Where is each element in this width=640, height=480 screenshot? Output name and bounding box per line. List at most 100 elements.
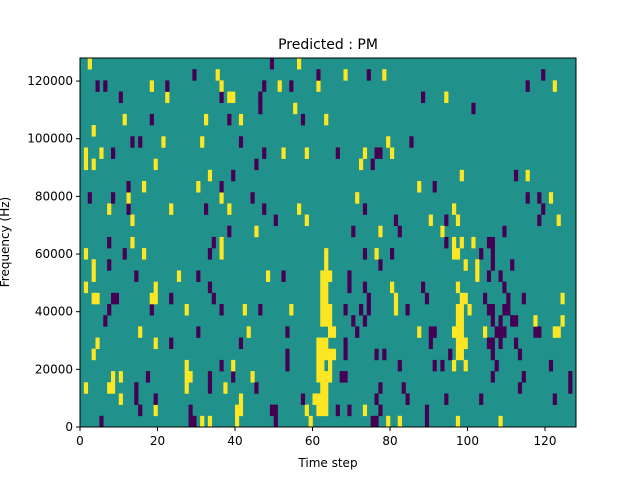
heatmap-cell-low: [111, 147, 116, 159]
x-axis-label: Time step: [297, 456, 357, 470]
heatmap-cell-low: [362, 203, 368, 215]
heatmap-cell-low: [444, 393, 449, 405]
heatmap-cell-low: [432, 359, 437, 372]
heatmap-cell-high: [184, 359, 189, 372]
heatmap-cell-high: [91, 270, 96, 282]
heatmap-cell-high: [452, 359, 457, 372]
heatmap-cell-high: [196, 181, 201, 193]
heatmap-cell-high: [463, 292, 468, 305]
heatmap-cell-low: [490, 236, 495, 249]
heatmap-cell-high: [219, 236, 224, 249]
heatmap-cell-low: [118, 91, 123, 104]
heatmap-cell-low: [370, 415, 375, 428]
heatmap-cell-high: [95, 337, 100, 350]
heatmap-cell-high: [316, 348, 321, 361]
heatmap-cell-low: [525, 192, 530, 204]
heatmap-cell-high: [293, 102, 298, 115]
heatmap-cell-high: [219, 80, 224, 92]
heatmap-cell-high: [130, 214, 135, 227]
heatmap-cell-high: [455, 348, 461, 361]
heatmap-cell-low: [262, 80, 267, 92]
heatmap-cell-low: [366, 69, 371, 81]
heatmap-cell-low: [393, 214, 399, 227]
heatmap-cell-low: [111, 292, 116, 305]
heatmap-cell-low: [273, 214, 278, 227]
heatmap-cell-high: [130, 236, 135, 249]
heatmap-cell-low: [498, 326, 503, 338]
heatmap-cell-high: [459, 315, 464, 327]
heatmap-cell-low: [103, 315, 108, 327]
heatmap-cell-high: [382, 69, 387, 81]
heatmap-cell-high: [444, 91, 449, 104]
heatmap-cell-low: [316, 69, 321, 81]
plot-frame: [79, 57, 577, 428]
heatmap-cell-high: [184, 371, 189, 383]
heatmap-cell-low: [378, 404, 383, 417]
heatmap-cell-low: [238, 337, 244, 350]
heatmap-cell-high: [281, 147, 286, 159]
heatmap-cell-high: [161, 136, 166, 148]
heatmap-cell-high: [184, 304, 189, 316]
heatmap-cell-high: [204, 113, 209, 126]
heatmap-cell-low: [498, 270, 503, 282]
heatmap-cell-low: [339, 371, 344, 383]
x-tick-label: 60: [305, 434, 320, 448]
heatmap-cell-high: [328, 348, 333, 361]
heatmap-cell-low: [483, 292, 488, 305]
heatmap-cell-high: [219, 248, 224, 260]
heatmap-cell-low: [432, 181, 437, 193]
heatmap-cell-high: [362, 404, 368, 417]
heatmap-cell-low: [521, 371, 526, 383]
heatmap-cell-high: [142, 181, 147, 193]
heatmap-cell-low: [494, 326, 499, 338]
heatmap-cell-low: [397, 359, 402, 372]
heatmap-cell-low: [219, 304, 224, 316]
heatmap-cell-low: [347, 270, 352, 282]
heatmap-cell-high: [153, 337, 158, 350]
heatmap-cell-low: [490, 371, 495, 383]
heatmap-cell-high: [227, 91, 232, 104]
heatmap-cell-high: [428, 214, 433, 227]
heatmap-cell-low: [537, 214, 542, 227]
heatmap-cell-low: [490, 348, 495, 361]
heatmap-cell-low: [378, 147, 383, 159]
heatmap-cell-low: [370, 158, 375, 171]
heatmap-cell-low: [227, 225, 232, 238]
heatmap-cell-high: [324, 315, 329, 327]
heatmap-cell-high: [316, 80, 321, 92]
heatmap-cell-low: [95, 80, 100, 92]
heatmap-cell-high: [324, 248, 329, 260]
heatmap-cell-low: [99, 415, 104, 428]
heatmap-cell-high: [343, 69, 348, 81]
heatmap-cell-high: [242, 304, 247, 316]
heatmap-cell-low: [196, 326, 201, 338]
heatmap-cell-low: [347, 404, 352, 417]
heatmap-cell-low: [568, 382, 573, 394]
heatmap-cell-high: [459, 337, 464, 350]
heatmap-cell-low: [541, 69, 546, 81]
heatmap-cell-high: [320, 337, 325, 350]
heatmap-cell-low: [374, 415, 379, 428]
heatmap-cell-high: [312, 393, 317, 405]
heatmap-cell-low: [207, 281, 213, 294]
heatmap-cell-high: [304, 404, 309, 417]
heatmap-cell-high: [219, 192, 224, 204]
heatmap-cell-high: [455, 304, 461, 316]
heatmap-cell-high: [297, 203, 302, 215]
heatmap-cell-low: [87, 192, 92, 204]
heatmap-cell-low: [490, 315, 495, 327]
heatmap-cell-low: [421, 91, 426, 104]
heatmap-cell-low: [343, 304, 348, 316]
heatmap-cell-high: [459, 169, 464, 182]
heatmap-cell-high: [440, 225, 445, 238]
heatmap-cell-high: [328, 371, 333, 383]
heatmap-cell-low: [382, 348, 387, 361]
heatmap-cell-high: [471, 236, 476, 249]
heatmap-cell-low: [444, 214, 449, 227]
heatmap-cell-high: [548, 192, 554, 204]
heatmap-cell-low: [486, 270, 492, 282]
heatmap-cell-low: [366, 292, 371, 305]
heatmap-cell-high: [386, 415, 391, 428]
heatmap-cell-high: [289, 304, 294, 316]
heatmap-cell-low: [405, 304, 410, 316]
